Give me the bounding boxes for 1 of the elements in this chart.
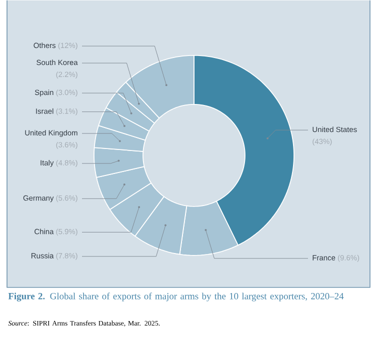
- text: Figure 2. Global share of exports of major arms by the 10 largest exporters, 2020–24: [8, 292, 344, 302]
